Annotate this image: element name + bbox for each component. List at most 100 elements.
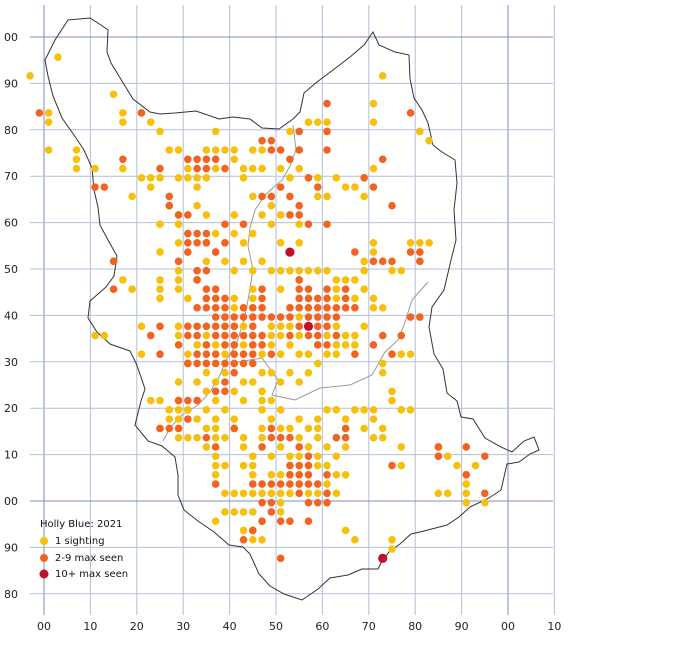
marker-2-9-seen xyxy=(202,322,211,331)
marker-one-sighting xyxy=(351,183,359,191)
marker-one-sighting xyxy=(258,146,266,154)
marker-one-sighting xyxy=(351,341,359,349)
marker-2-9-seen xyxy=(156,164,164,173)
marker-2-9-seen xyxy=(174,341,183,349)
marker-2-9-seen xyxy=(202,433,211,442)
marker-one-sighting xyxy=(378,303,387,312)
marker-one-sighting xyxy=(239,461,248,470)
marker-2-9-seen xyxy=(295,303,304,312)
marker-one-sighting xyxy=(295,239,304,247)
marker-2-9-seen xyxy=(230,313,239,321)
marker-2-9-seen xyxy=(211,248,220,256)
marker-one-sighting xyxy=(109,90,118,99)
marker-one-sighting xyxy=(239,489,248,498)
sighting-markers xyxy=(26,53,489,563)
marker-one-sighting xyxy=(146,183,155,191)
marker-2-9-seen xyxy=(258,294,266,303)
marker-one-sighting xyxy=(239,433,248,442)
marker-2-9-seen xyxy=(286,480,294,488)
marker-2-9-seen xyxy=(313,498,322,507)
marker-one-sighting xyxy=(332,174,341,182)
marker-one-sighting xyxy=(313,266,322,275)
y-tick-label: 10 xyxy=(4,449,18,462)
marker-2-9-seen xyxy=(406,109,415,117)
marker-one-sighting xyxy=(286,424,294,433)
marker-one-sighting xyxy=(286,489,294,498)
marker-one-sighting xyxy=(91,164,99,173)
marker-one-sighting xyxy=(258,164,266,173)
marker-2-9-seen xyxy=(267,508,276,516)
marker-2-9-seen xyxy=(406,248,415,256)
y-tick-label: 90 xyxy=(4,541,18,554)
marker-2-9-seen xyxy=(434,452,443,461)
marker-2-9-seen xyxy=(341,433,350,442)
y-tick-label: 20 xyxy=(4,402,18,415)
marker-one-sighting xyxy=(304,350,313,358)
marker-2-9-seen xyxy=(137,109,146,117)
marker-one-sighting xyxy=(249,452,257,461)
marker-one-sighting xyxy=(267,452,276,461)
marker-2-9-seen xyxy=(258,192,266,201)
marker-one-sighting xyxy=(230,266,239,275)
marker-2-9-seen xyxy=(258,313,266,321)
marker-2-9-seen xyxy=(202,155,211,164)
marker-one-sighting xyxy=(128,192,136,201)
marker-one-sighting xyxy=(44,118,53,126)
marker-one-sighting xyxy=(360,257,368,266)
marker-2-9-seen xyxy=(249,322,257,331)
marker-2-9-seen xyxy=(323,146,331,154)
marker-one-sighting xyxy=(193,174,201,182)
marker-2-9-seen xyxy=(211,480,220,488)
marker-one-sighting xyxy=(295,452,304,461)
marker-2-9-seen xyxy=(258,331,266,340)
marker-2-9-seen xyxy=(211,313,220,321)
marker-2-9-seen xyxy=(184,211,192,219)
marker-2-9-seen xyxy=(276,146,285,154)
marker-one-sighting xyxy=(443,489,452,498)
marker-2-9-seen xyxy=(267,313,276,321)
marker-2-9-seen xyxy=(193,229,201,238)
marker-one-sighting xyxy=(221,406,229,414)
marker-2-9-seen xyxy=(276,183,285,191)
marker-one-sighting xyxy=(184,164,192,173)
marker-one-sighting xyxy=(351,276,359,284)
marker-one-sighting xyxy=(230,211,239,219)
marker-one-sighting xyxy=(72,146,81,154)
marker-2-9-seen xyxy=(313,313,322,321)
marker-one-sighting xyxy=(313,424,322,433)
marker-2-9-seen xyxy=(313,294,322,303)
marker-2-9-seen xyxy=(239,350,248,358)
marker-one-sighting xyxy=(323,331,331,340)
marker-one-sighting xyxy=(202,146,211,154)
marker-2-9-seen xyxy=(258,498,266,507)
marker-2-9-seen xyxy=(202,229,211,238)
marker-2-9-seen xyxy=(249,341,257,349)
marker-one-sighting xyxy=(239,174,248,182)
legend-label-one: 1 sighting xyxy=(55,536,105,547)
marker-2-9-seen xyxy=(416,248,424,256)
marker-one-sighting xyxy=(249,266,257,275)
marker-2-9-seen xyxy=(295,146,304,154)
marker-2-9-seen xyxy=(221,313,229,321)
marker-2-9-seen xyxy=(221,294,229,303)
marker-one-sighting xyxy=(276,350,285,358)
marker-one-sighting xyxy=(221,257,229,266)
marker-2-9-seen xyxy=(258,443,266,451)
marker-2-9-seen xyxy=(286,155,294,164)
marker-one-sighting xyxy=(388,387,396,396)
marker-2-9-seen xyxy=(249,331,257,340)
marker-one-sighting xyxy=(239,322,248,331)
marker-one-sighting xyxy=(119,109,127,117)
marker-2-9-seen xyxy=(323,285,331,294)
marker-one-sighting xyxy=(416,127,424,136)
marker-one-sighting xyxy=(369,164,378,173)
marker-2-9-seen xyxy=(286,517,294,525)
marker-2-9-seen xyxy=(221,239,229,247)
marker-2-9-seen xyxy=(295,285,304,294)
marker-one-sighting xyxy=(313,174,322,182)
x-tick-label: 50 xyxy=(269,620,283,633)
marker-2-9-seen xyxy=(295,201,304,210)
marker-one-sighting xyxy=(406,406,415,414)
marker-one-sighting xyxy=(369,415,378,423)
marker-one-sighting xyxy=(174,433,183,442)
